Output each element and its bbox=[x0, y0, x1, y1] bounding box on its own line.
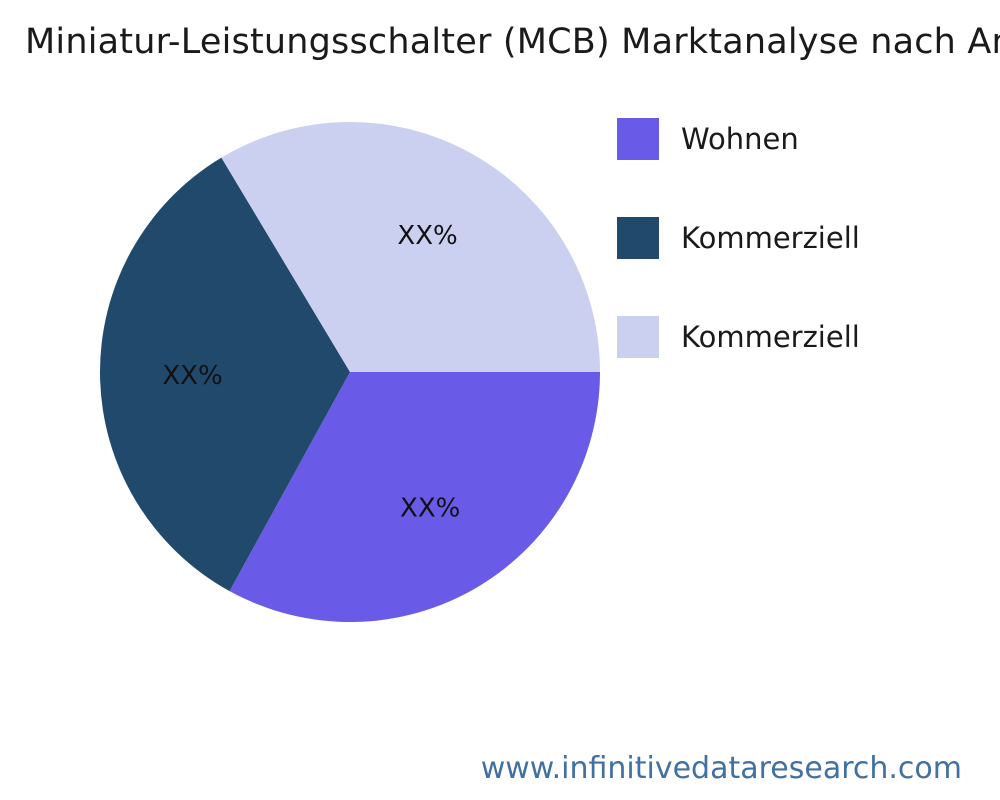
pie-chart: XX% XX% XX% bbox=[99, 122, 600, 623]
pie-slice bbox=[229, 372, 600, 623]
pie-slice-label: XX% bbox=[162, 361, 222, 391]
legend-item: Wohnen bbox=[617, 118, 860, 160]
legend-item: Kommerziell bbox=[617, 217, 860, 259]
pie-slice-label: XX% bbox=[397, 221, 457, 251]
pie-slice-label: XX% bbox=[400, 494, 460, 524]
legend-swatch bbox=[617, 316, 659, 358]
legend-label: Kommerziell bbox=[681, 320, 860, 354]
legend-swatch bbox=[617, 217, 659, 259]
footer-link[interactable]: www.infinitivedataresearch.com bbox=[480, 751, 962, 786]
chart-title: Miniatur-Leistungsschalter (MCB) Marktan… bbox=[25, 22, 1000, 62]
legend-label: Kommerziell bbox=[681, 221, 860, 255]
legend-label: Wohnen bbox=[681, 122, 799, 156]
pie-slice bbox=[221, 122, 600, 372]
legend-swatch bbox=[617, 118, 659, 160]
legend: Wohnen Kommerziell Kommerziell bbox=[617, 118, 860, 415]
pie-slice bbox=[99, 157, 351, 592]
legend-item: Kommerziell bbox=[617, 316, 860, 358]
